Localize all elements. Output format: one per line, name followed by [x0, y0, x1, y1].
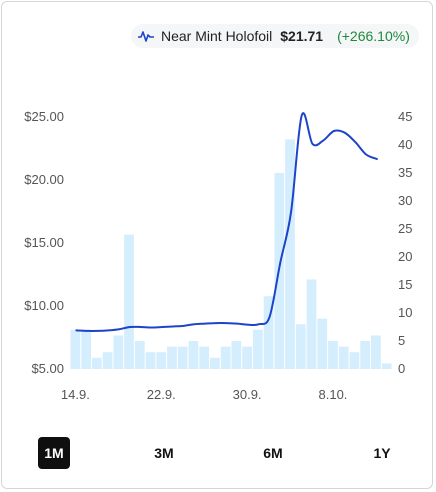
volume-bar — [210, 357, 220, 369]
left-axis-tick: $20.00 — [24, 172, 64, 187]
price-volume-chart: $25.00 $20.00 $15.00 $10.00 $5.00 45 40 35 30 25… — [24, 109, 412, 402]
tab-6m[interactable]: 6M — [263, 445, 283, 461]
volume-bar — [81, 329, 91, 369]
volume-bar — [306, 279, 317, 369]
right-axis-tick: 25 — [398, 221, 412, 236]
right-axis-tick: 30 — [398, 193, 412, 208]
volume-bar — [167, 346, 177, 369]
volume-bar — [285, 139, 295, 369]
right-axis-labels: 45 40 35 30 25 20 15 10 5 0 — [398, 109, 412, 376]
volume-bar — [295, 324, 306, 369]
volume-bar — [381, 363, 392, 369]
right-axis-tick: 0 — [398, 361, 405, 376]
volume-bar — [263, 296, 274, 369]
series-name: Near Mint Holofoil — [161, 28, 273, 44]
right-axis-tick: 10 — [398, 305, 412, 320]
right-axis-tick: 45 — [398, 109, 412, 124]
tab-1y[interactable]: 1Y — [373, 445, 391, 461]
left-axis-labels: $25.00 $20.00 $15.00 $10.00 $5.00 — [24, 109, 64, 376]
left-axis-tick: $5.00 — [31, 361, 64, 376]
volume-bar — [349, 352, 360, 369]
left-axis-tick: $15.00 — [24, 235, 64, 250]
volume-bar — [177, 346, 188, 369]
chart-line-icon — [137, 29, 155, 43]
tab-3m[interactable]: 3M — [154, 445, 174, 461]
x-axis-tick: 8.10. — [319, 387, 348, 402]
right-axis-tick: 35 — [398, 165, 412, 180]
volume-bar — [134, 341, 145, 369]
volume-bar — [102, 352, 113, 369]
volume-bar — [91, 357, 102, 369]
volume-bar — [188, 341, 199, 369]
series-legend[interactable]: Near Mint Holofoil $21.71 (+266.10%) — [131, 24, 419, 48]
right-axis-tick: 40 — [398, 137, 412, 152]
tab-1m[interactable]: 1M — [38, 437, 70, 469]
x-axis-labels: 14.9. 22.9. 30.9. 8.10. — [61, 387, 348, 402]
volume-bar — [317, 318, 328, 369]
volume-bar — [360, 341, 371, 369]
volume-bar — [70, 329, 81, 369]
x-axis-tick: 14.9. — [61, 387, 90, 402]
price-series-line — [75, 112, 378, 332]
x-axis-tick: 22.9. — [147, 387, 176, 402]
volume-bar — [156, 352, 167, 369]
volume-bar — [113, 335, 124, 369]
volume-bar — [145, 352, 156, 369]
volume-bar — [220, 346, 231, 369]
right-axis-tick: 20 — [398, 249, 412, 264]
volume-bar — [338, 346, 349, 369]
volume-bar — [371, 335, 381, 369]
volume-bar — [199, 346, 210, 369]
right-axis-tick: 15 — [398, 277, 412, 292]
timeframe-tabs: 1M 3M 6M 1Y — [0, 437, 436, 471]
right-axis-tick: 5 — [398, 333, 405, 348]
left-axis-tick: $10.00 — [24, 298, 64, 313]
price-line — [75, 112, 378, 332]
volume-bar — [252, 329, 263, 369]
price-change: (+266.10%) — [337, 28, 410, 44]
volume-bars — [70, 139, 392, 369]
current-price: $21.71 — [280, 28, 324, 44]
x-axis-tick: 30.9. — [233, 387, 262, 402]
left-axis-tick: $25.00 — [24, 109, 64, 124]
volume-bar — [124, 234, 134, 369]
volume-bar — [328, 341, 338, 369]
volume-bar — [242, 346, 252, 369]
volume-bar — [231, 341, 242, 369]
